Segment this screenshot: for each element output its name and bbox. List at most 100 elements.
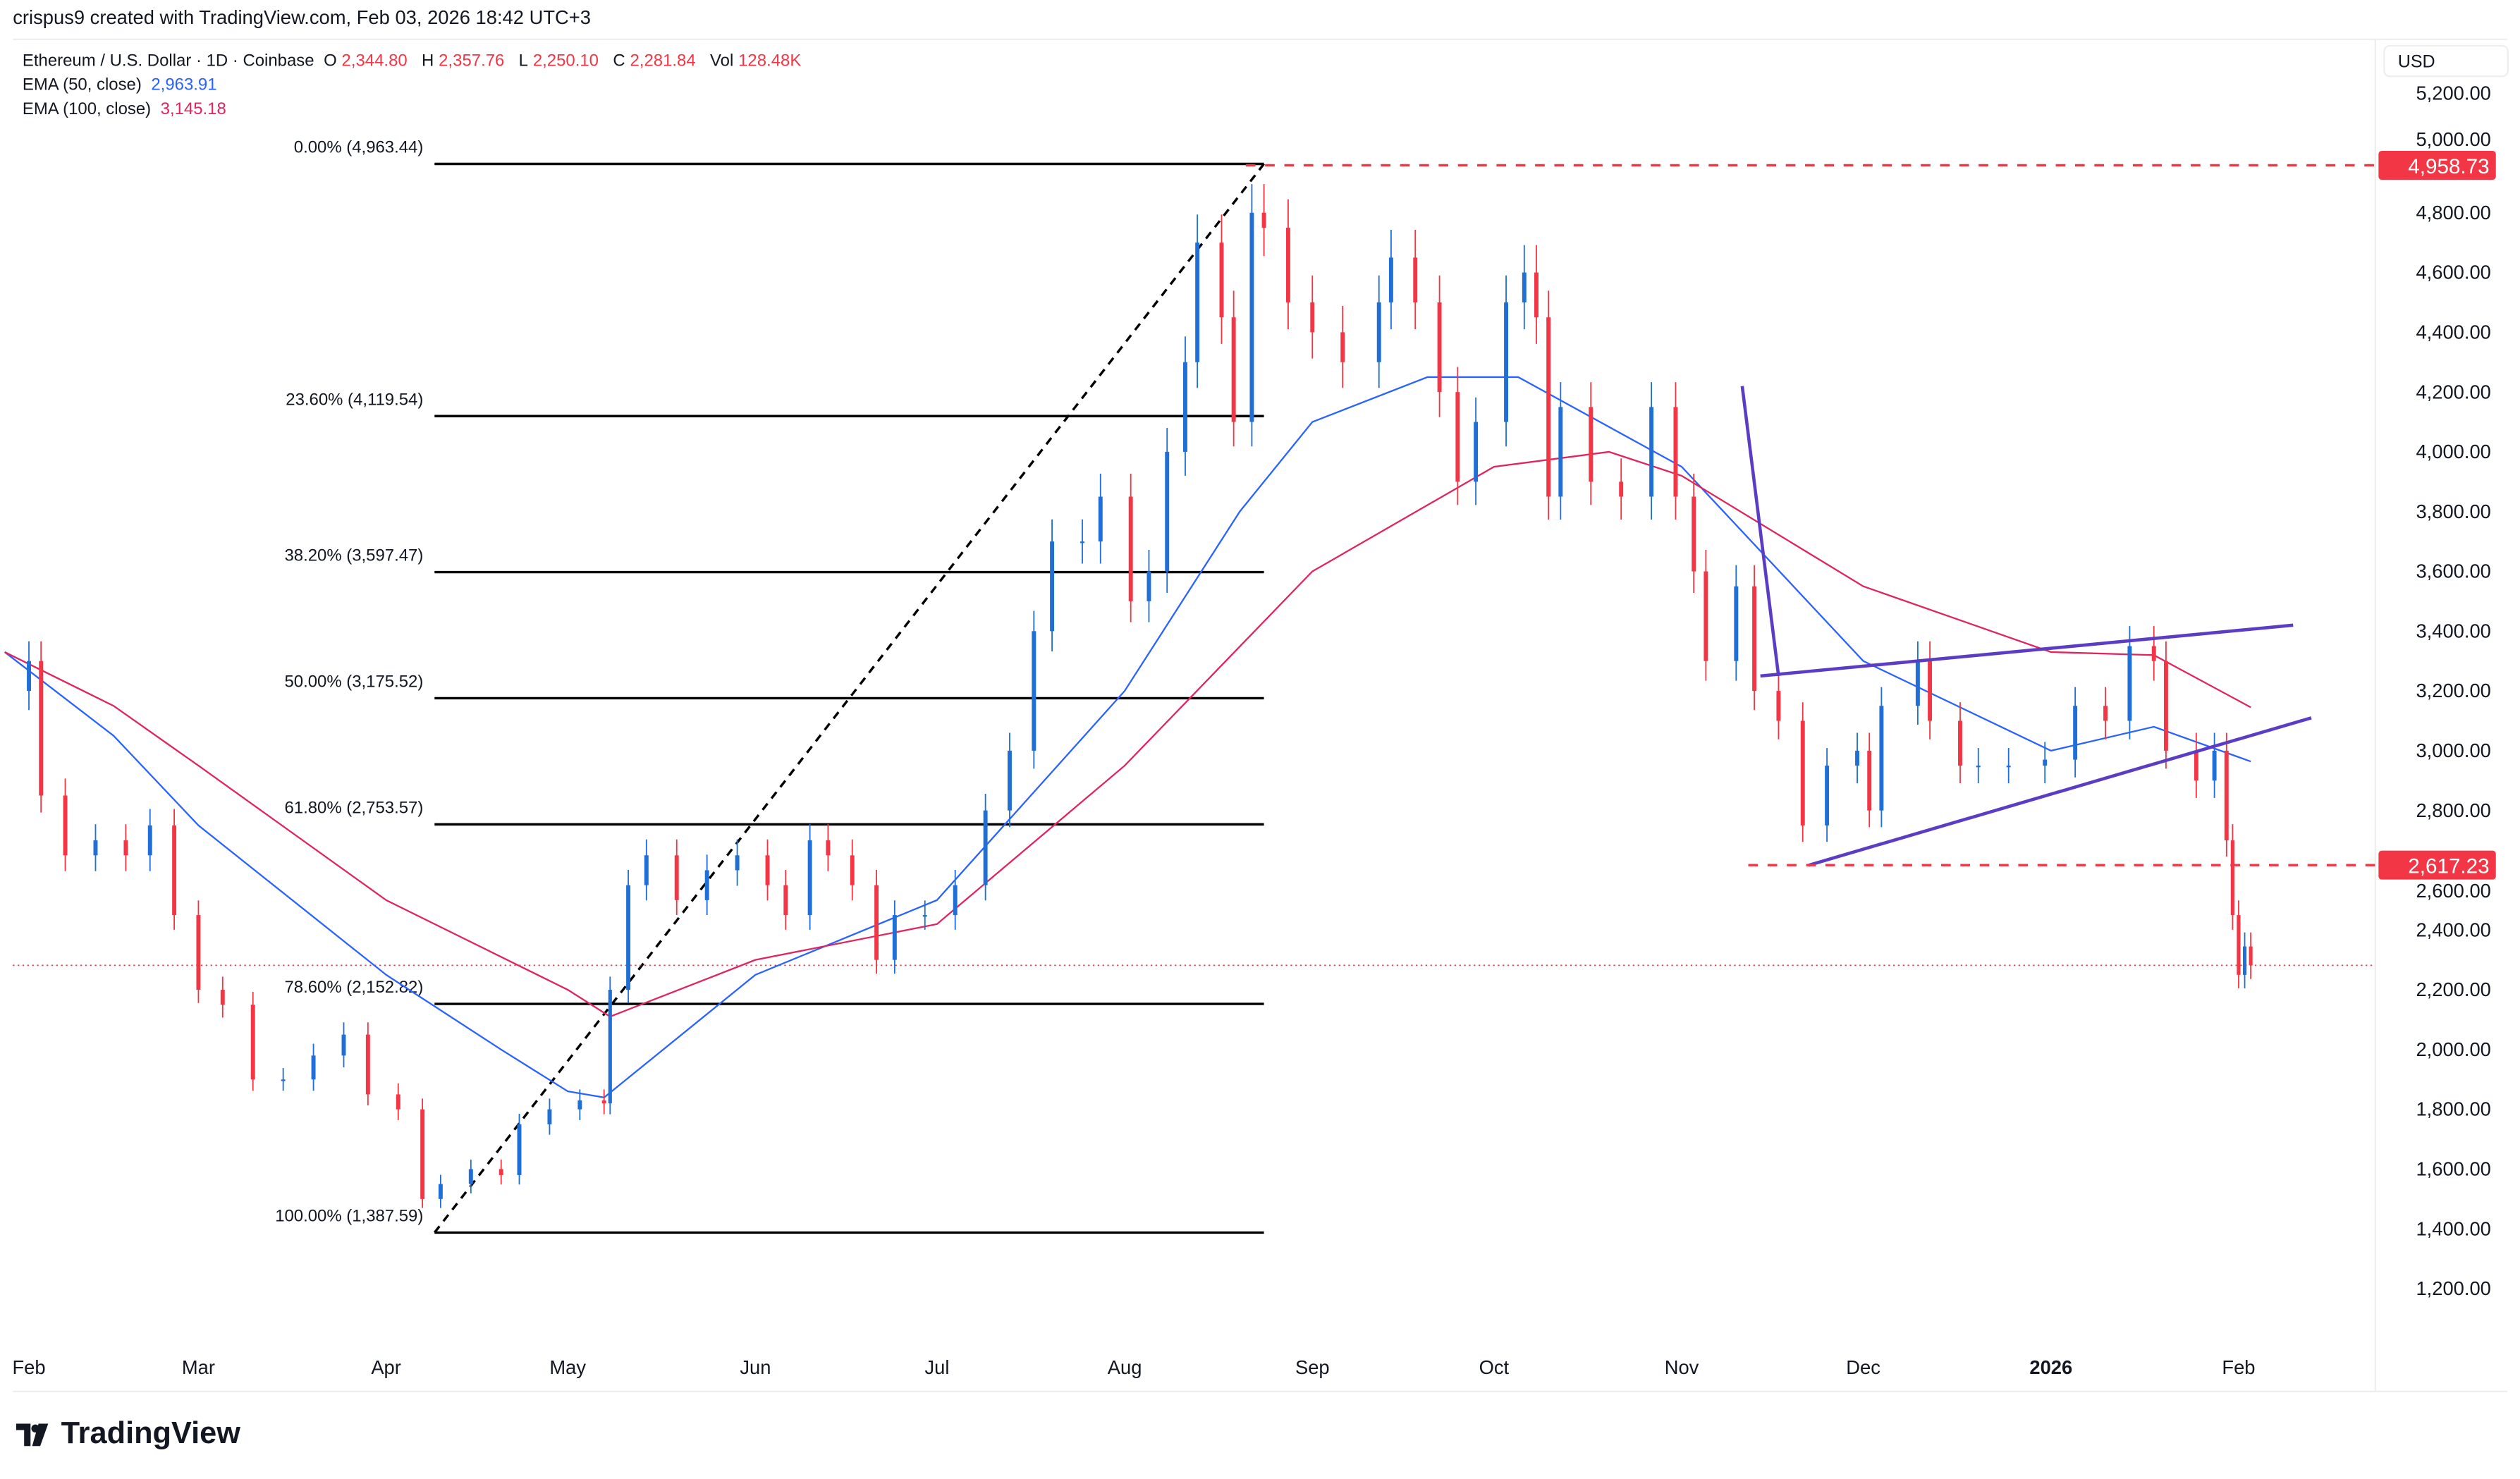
candle-down	[123, 824, 128, 871]
ohlc-open: O 2,344.80	[324, 51, 412, 70]
candle-body	[1437, 302, 1442, 393]
high-label: H	[422, 51, 434, 71]
candle-body	[2163, 661, 2168, 751]
candle-body	[765, 855, 770, 885]
price-tick-label: 4,400.00	[2416, 321, 2490, 343]
candle-down	[2103, 687, 2108, 740]
candle-down	[1692, 473, 1696, 594]
ema100-row[interactable]: EMA (100, close) 3,145.18	[23, 98, 811, 122]
candle-up	[608, 976, 612, 1115]
candle-body	[601, 1100, 606, 1104]
ema50-line	[4, 376, 2251, 1098]
fib-level-label: 61.80% (2,753.57)	[284, 798, 423, 817]
candle-down	[63, 778, 68, 871]
candle-body	[850, 855, 855, 885]
candle-body	[2043, 759, 2048, 766]
time-tick-label: Sep	[1295, 1356, 1330, 1378]
symbol-title[interactable]: Ethereum / U.S. Dollar · 1D · Coinbase	[22, 51, 314, 71]
candle-down	[1261, 184, 1266, 257]
price-level-badge	[2378, 150, 2496, 180]
candle-up	[1376, 275, 1381, 388]
candle-body	[1976, 766, 1981, 768]
candle-body	[2127, 646, 2132, 721]
price-tick-label: 3,000.00	[2416, 740, 2490, 761]
volume-label: Vol	[709, 51, 734, 71]
candle-body	[1165, 451, 1170, 572]
candle-down	[1534, 245, 1539, 344]
chart-legend: Ethereum / U.S. Dollar · 1D · Coinbase O…	[23, 50, 811, 123]
candle-body	[1474, 422, 1479, 482]
price-tick-label: 4,800.00	[2416, 202, 2490, 223]
price-tick-label: 1,200.00	[2416, 1277, 2490, 1299]
price-tick-label: 4,000.00	[2416, 441, 2490, 462]
candle-body	[172, 825, 177, 916]
tradingview-logo-icon	[16, 1423, 49, 1447]
candle-down	[1752, 565, 1757, 711]
candle-up	[1195, 214, 1200, 388]
high-value: 2,357.76	[439, 51, 505, 71]
candle-down	[874, 870, 879, 974]
candle-body	[2224, 750, 2229, 841]
candle-up	[1008, 732, 1012, 828]
tradingview-logo[interactable]: TradingView	[16, 1417, 240, 1452]
candle-down	[172, 809, 177, 930]
price-tick-label: 3,600.00	[2416, 560, 2490, 582]
candle-down	[1619, 458, 1624, 520]
candle-up	[517, 1113, 522, 1185]
candle-up	[147, 809, 152, 871]
candle-body	[2237, 915, 2241, 975]
fib-level-label: 100.00% (1,387.59)	[275, 1207, 423, 1226]
candle-down	[420, 1098, 425, 1208]
candle-up	[892, 900, 897, 974]
candle-up	[577, 1089, 582, 1120]
ema100-label: EMA (100, close)	[22, 99, 152, 119]
candle-up	[2127, 626, 2132, 740]
candle-body	[1855, 750, 1859, 766]
candle-up	[1976, 748, 1981, 784]
candle-down	[1455, 367, 1460, 505]
ema100-line	[4, 450, 2251, 1018]
candle-body	[220, 990, 225, 1005]
candle-body	[1776, 691, 1781, 721]
candle-body	[1376, 302, 1381, 362]
ema50-value: 2,963.91	[151, 75, 217, 95]
candle-body	[2073, 706, 2078, 760]
candle-down	[365, 1022, 370, 1106]
price-tick-label: 5,200.00	[2416, 82, 2490, 104]
candle-body	[1867, 750, 1872, 811]
candle-body	[1879, 706, 1884, 811]
candle-body	[1340, 332, 1345, 362]
candle-up	[1249, 184, 1254, 447]
ema50-row[interactable]: EMA (50, close) 2,963.91	[23, 74, 811, 98]
candle-body	[1195, 243, 1200, 362]
candle-body	[983, 810, 988, 885]
candle-body	[608, 990, 612, 1104]
candle-body	[1183, 362, 1187, 452]
candle-body	[2194, 750, 2198, 781]
candle-up	[1558, 382, 1563, 520]
candle-up	[2212, 732, 2217, 798]
candle-down	[674, 839, 679, 916]
candle-body	[365, 1034, 370, 1095]
candle-body	[783, 885, 788, 916]
candle-up	[93, 824, 98, 871]
candle-down	[826, 824, 831, 871]
candle-up	[1032, 610, 1036, 769]
low-label: L	[518, 51, 528, 71]
price-level-badge	[2378, 850, 2496, 880]
candle-up	[1080, 519, 1084, 564]
candle-down	[783, 870, 788, 930]
candle-body	[1261, 212, 1266, 228]
candle-body	[123, 840, 128, 856]
candle-body	[1285, 227, 1290, 302]
candle-down	[1928, 641, 1933, 740]
candle-body	[1231, 317, 1236, 422]
chart-panel[interactable]	[13, 38, 2507, 1393]
candle-body	[644, 855, 649, 885]
candle-body	[1673, 407, 1678, 497]
currency-button[interactable]: USD	[2383, 44, 2509, 78]
candle-up	[735, 839, 740, 886]
fib-level-label: 0.00% (4,963.44)	[294, 138, 424, 157]
candle-down	[220, 976, 225, 1018]
